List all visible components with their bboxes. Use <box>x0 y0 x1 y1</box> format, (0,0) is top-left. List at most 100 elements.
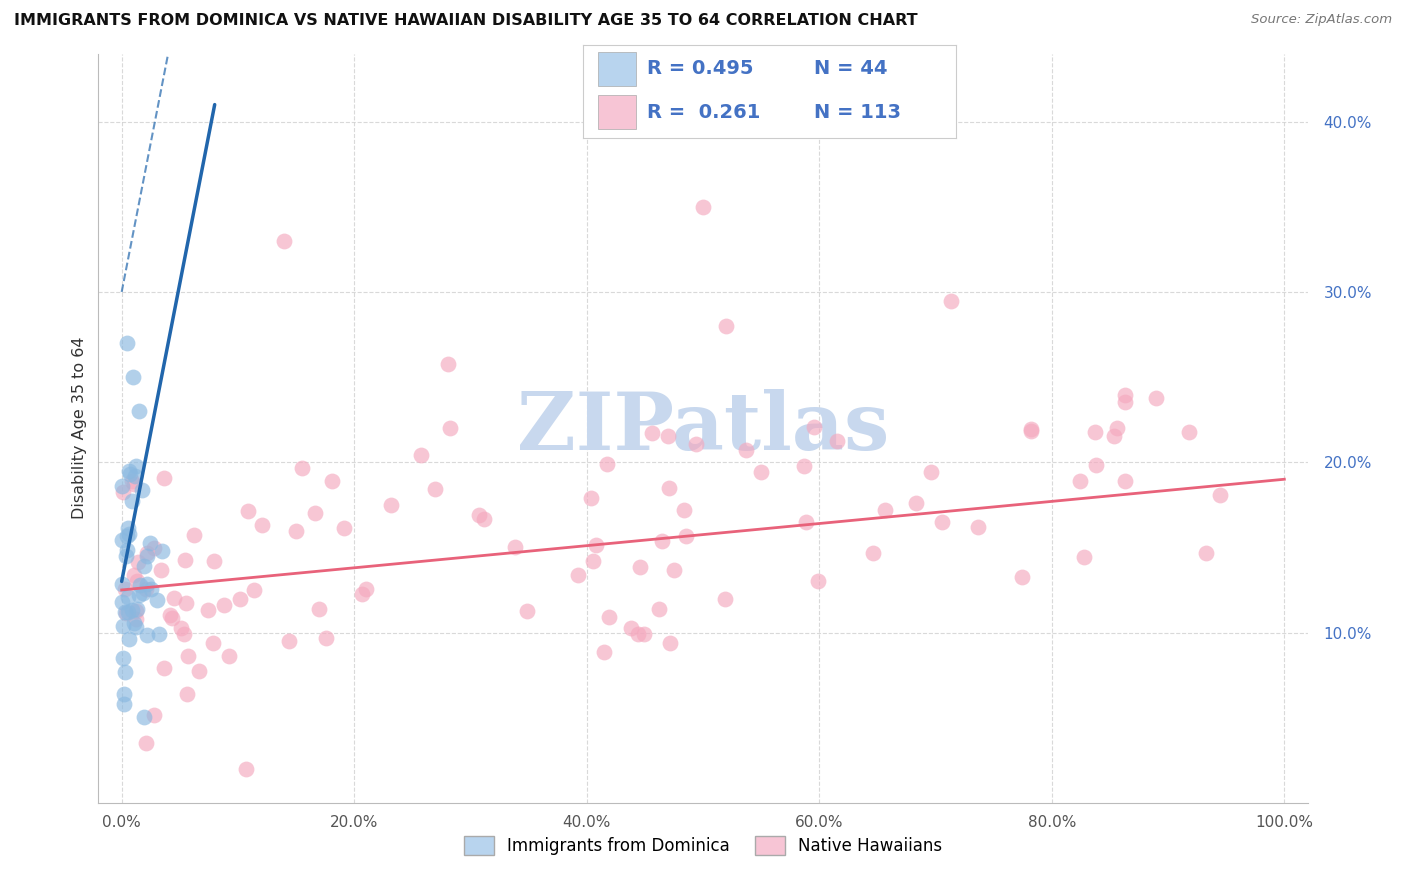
Point <box>873 503 896 517</box>
Point <box>153 471 176 485</box>
Point <box>132 710 155 724</box>
Point <box>125 601 148 615</box>
Point <box>516 604 538 618</box>
Point <box>692 200 714 214</box>
Point <box>825 434 848 449</box>
Point <box>716 318 738 333</box>
Point <box>1114 474 1136 488</box>
Point <box>174 553 197 567</box>
Point <box>308 602 330 616</box>
Point <box>278 634 301 648</box>
Point <box>651 534 673 549</box>
Point <box>862 546 884 560</box>
Point <box>243 582 266 597</box>
Point <box>581 554 603 568</box>
Point <box>122 568 145 582</box>
Point <box>567 567 589 582</box>
Point <box>176 648 198 663</box>
Point <box>436 357 458 371</box>
Point <box>235 762 257 776</box>
Point <box>472 512 495 526</box>
Point <box>176 687 198 701</box>
Point <box>111 650 134 665</box>
Point <box>285 524 308 538</box>
Point <box>620 621 643 635</box>
Point <box>117 590 139 604</box>
Point <box>1011 570 1033 584</box>
Point <box>114 582 136 597</box>
Text: ZIPatlas: ZIPatlas <box>517 389 889 467</box>
Point <box>183 528 205 542</box>
Point <box>641 425 664 440</box>
Point <box>333 521 356 535</box>
Point <box>132 559 155 574</box>
Point <box>129 577 152 591</box>
Point <box>664 563 686 577</box>
Point <box>128 404 150 418</box>
Point <box>1084 458 1107 472</box>
Point <box>1084 425 1107 440</box>
Point <box>685 437 707 451</box>
Point <box>120 467 142 481</box>
Point <box>931 516 953 530</box>
Point <box>350 587 373 601</box>
Point <box>115 606 138 620</box>
Point <box>905 496 928 510</box>
Point <box>202 635 225 649</box>
Point <box>354 582 377 596</box>
Point <box>1069 475 1091 489</box>
Text: R = 0.495: R = 0.495 <box>647 60 754 78</box>
Point <box>170 621 193 635</box>
Point <box>131 483 153 497</box>
Point <box>121 603 143 617</box>
Point <box>218 648 240 663</box>
Point <box>630 559 652 574</box>
Point <box>136 628 159 642</box>
Point <box>112 485 135 500</box>
Point <box>794 515 817 529</box>
Point <box>291 461 314 475</box>
Point <box>112 697 135 711</box>
Point <box>173 627 195 641</box>
Point <box>657 429 679 443</box>
Point <box>111 577 134 591</box>
Point <box>117 529 139 543</box>
Point <box>125 604 148 618</box>
Bar <box>599 95 636 129</box>
Point <box>229 591 252 606</box>
Point <box>143 541 166 556</box>
Point <box>118 527 141 541</box>
Point <box>115 549 138 563</box>
Point <box>236 504 259 518</box>
Point <box>122 615 145 630</box>
Point <box>1073 550 1095 565</box>
Point <box>1114 388 1136 402</box>
Point <box>135 582 157 596</box>
Point <box>1107 421 1129 435</box>
Point <box>648 602 671 616</box>
Point <box>111 595 134 609</box>
Point <box>467 508 489 522</box>
Point <box>920 465 942 479</box>
Point <box>188 664 211 678</box>
Point <box>793 458 815 473</box>
Point <box>411 448 433 462</box>
Point <box>439 421 461 435</box>
Point <box>150 563 173 577</box>
Point <box>128 588 150 602</box>
Point <box>138 536 160 550</box>
Point <box>579 491 602 505</box>
Text: N = 113: N = 113 <box>814 103 901 121</box>
Point <box>160 611 183 625</box>
Point <box>125 458 148 473</box>
Point <box>1019 421 1042 435</box>
Point <box>148 627 170 641</box>
Point <box>1114 394 1136 409</box>
Point <box>806 574 828 589</box>
Point <box>672 503 695 517</box>
Point <box>139 582 162 597</box>
Point <box>202 554 225 568</box>
Point <box>749 466 772 480</box>
Point <box>197 603 219 617</box>
Point <box>111 533 134 547</box>
